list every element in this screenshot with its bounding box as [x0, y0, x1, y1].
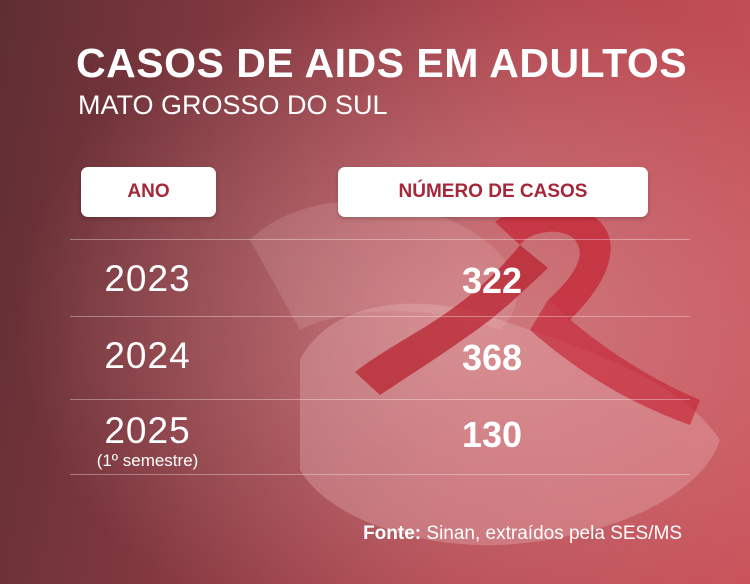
- table-row-year: 2025: [104, 410, 191, 451]
- table-row-cases: 368: [461, 337, 523, 378]
- table-row-year-note: (1º semestre): [96, 451, 199, 470]
- row-divider: [70, 316, 690, 317]
- ribbon-right-tail: [530, 300, 700, 425]
- page-title: CASOS DE AIDS EM ADULTOS: [76, 40, 688, 86]
- row-divider: [70, 399, 690, 400]
- source-note: Fonte: Sinan, extraídos pela SES/MS: [363, 523, 682, 545]
- ribbon-loop: [495, 205, 611, 320]
- table-row-year: 2024: [104, 335, 191, 376]
- page-subtitle: MATO GROSSO DO SUL: [78, 90, 388, 120]
- column-header-year: ANO: [81, 167, 216, 217]
- source-label: Fonte:: [363, 523, 422, 544]
- table-row-cases: 130: [461, 414, 523, 455]
- table-row-year: 2023: [104, 258, 191, 299]
- row-divider: [70, 239, 690, 240]
- table-row-cases: 322: [461, 260, 523, 301]
- row-divider: [70, 474, 690, 475]
- ribbon-left-tail: [355, 245, 548, 395]
- source-text: Sinan, extraídos pela SES/MS: [426, 523, 682, 544]
- column-header-cases: NÚMERO DE CASOS: [338, 167, 648, 217]
